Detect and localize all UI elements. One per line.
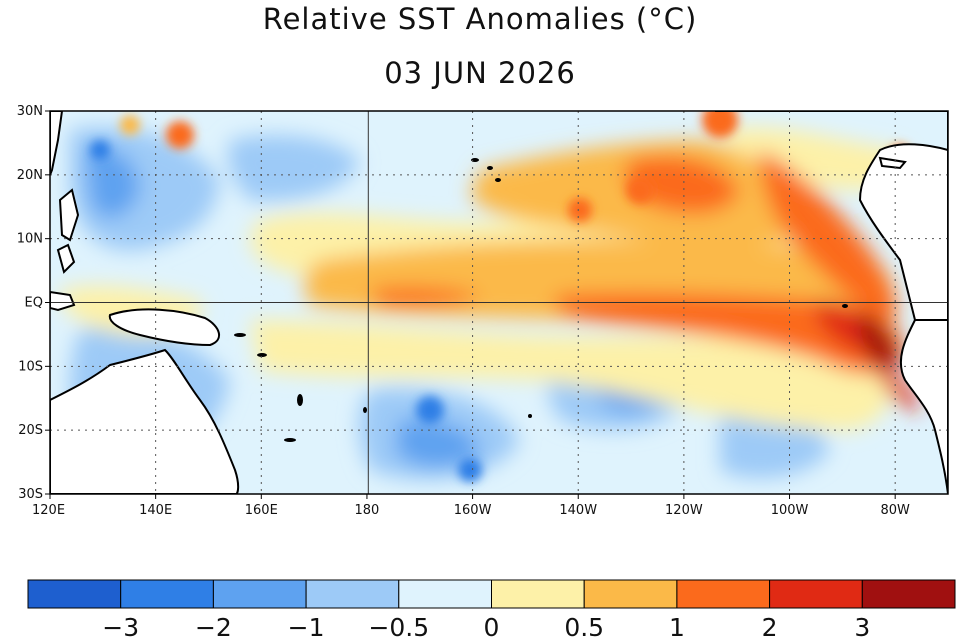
- lon-tick-label: 180: [355, 503, 380, 518]
- lon-tick-label: 160E: [245, 503, 278, 518]
- colorbar-swatch: [583, 579, 678, 609]
- colorbar-swatch: [120, 579, 214, 609]
- colorbar-label: 2: [762, 613, 778, 641]
- chart-title: Relative SST Anomalies (°C): [262, 2, 698, 36]
- lat-tick-label: 20S: [18, 423, 43, 438]
- colorbar-swatch: [305, 579, 400, 609]
- colorbar-swatch: [398, 579, 492, 609]
- lat-tick-label: EQ: [25, 296, 43, 311]
- colorbar-label: 3: [854, 613, 870, 641]
- lon-tick-label: 120W: [665, 503, 703, 518]
- lat-tick-label: 20N: [17, 168, 43, 183]
- colorbar-label: −1: [288, 613, 325, 641]
- colorbar-label: 1: [669, 613, 685, 641]
- colorbar-label: −0.5: [368, 613, 429, 641]
- lat-tick-label: 10N: [17, 232, 43, 247]
- map-area: [50, 111, 948, 494]
- lat-tick-label: 10S: [18, 359, 43, 374]
- colorbar: −3 −2 −1 −0.5 0 0.5 1 2 3: [27, 579, 956, 641]
- lon-tick-label: 120E: [32, 503, 65, 518]
- anomaly-field: [60, 127, 920, 480]
- lon-tick-label: 140W: [559, 503, 597, 518]
- colorbar-swatch: [212, 579, 307, 609]
- lat-tick-label: 30N: [17, 104, 43, 119]
- lat-tick-label: 30S: [18, 487, 43, 502]
- map-grid: [50, 111, 948, 494]
- latitude-axis: 30N 20N 10N EQ 10S 20S 30S: [17, 104, 50, 502]
- colorbar-swatch: [861, 579, 956, 609]
- colorbar-label: −2: [195, 613, 232, 641]
- lon-tick-label: 140E: [139, 503, 172, 518]
- lon-tick-label: 160W: [454, 503, 492, 518]
- land-masses: [50, 111, 948, 494]
- longitude-axis: 120E 140E 160E 180 160W 140W 120W 100W 80W: [32, 494, 910, 518]
- anomaly-detail: [90, 111, 910, 482]
- islands: [234, 158, 848, 442]
- colorbar-swatch: [491, 579, 585, 609]
- lon-tick-label: 80W: [880, 503, 910, 518]
- colorbar-label: 0: [484, 613, 500, 641]
- lon-tick-label: 100W: [771, 503, 809, 518]
- chart-date: 03 JUN 2026: [384, 56, 576, 90]
- colorbar-swatch: [676, 579, 771, 609]
- colorbar-swatch: [27, 579, 122, 609]
- colorbar-label: −3: [102, 613, 139, 641]
- colorbar-swatch: [769, 579, 863, 609]
- colorbar-label: 0.5: [564, 613, 604, 641]
